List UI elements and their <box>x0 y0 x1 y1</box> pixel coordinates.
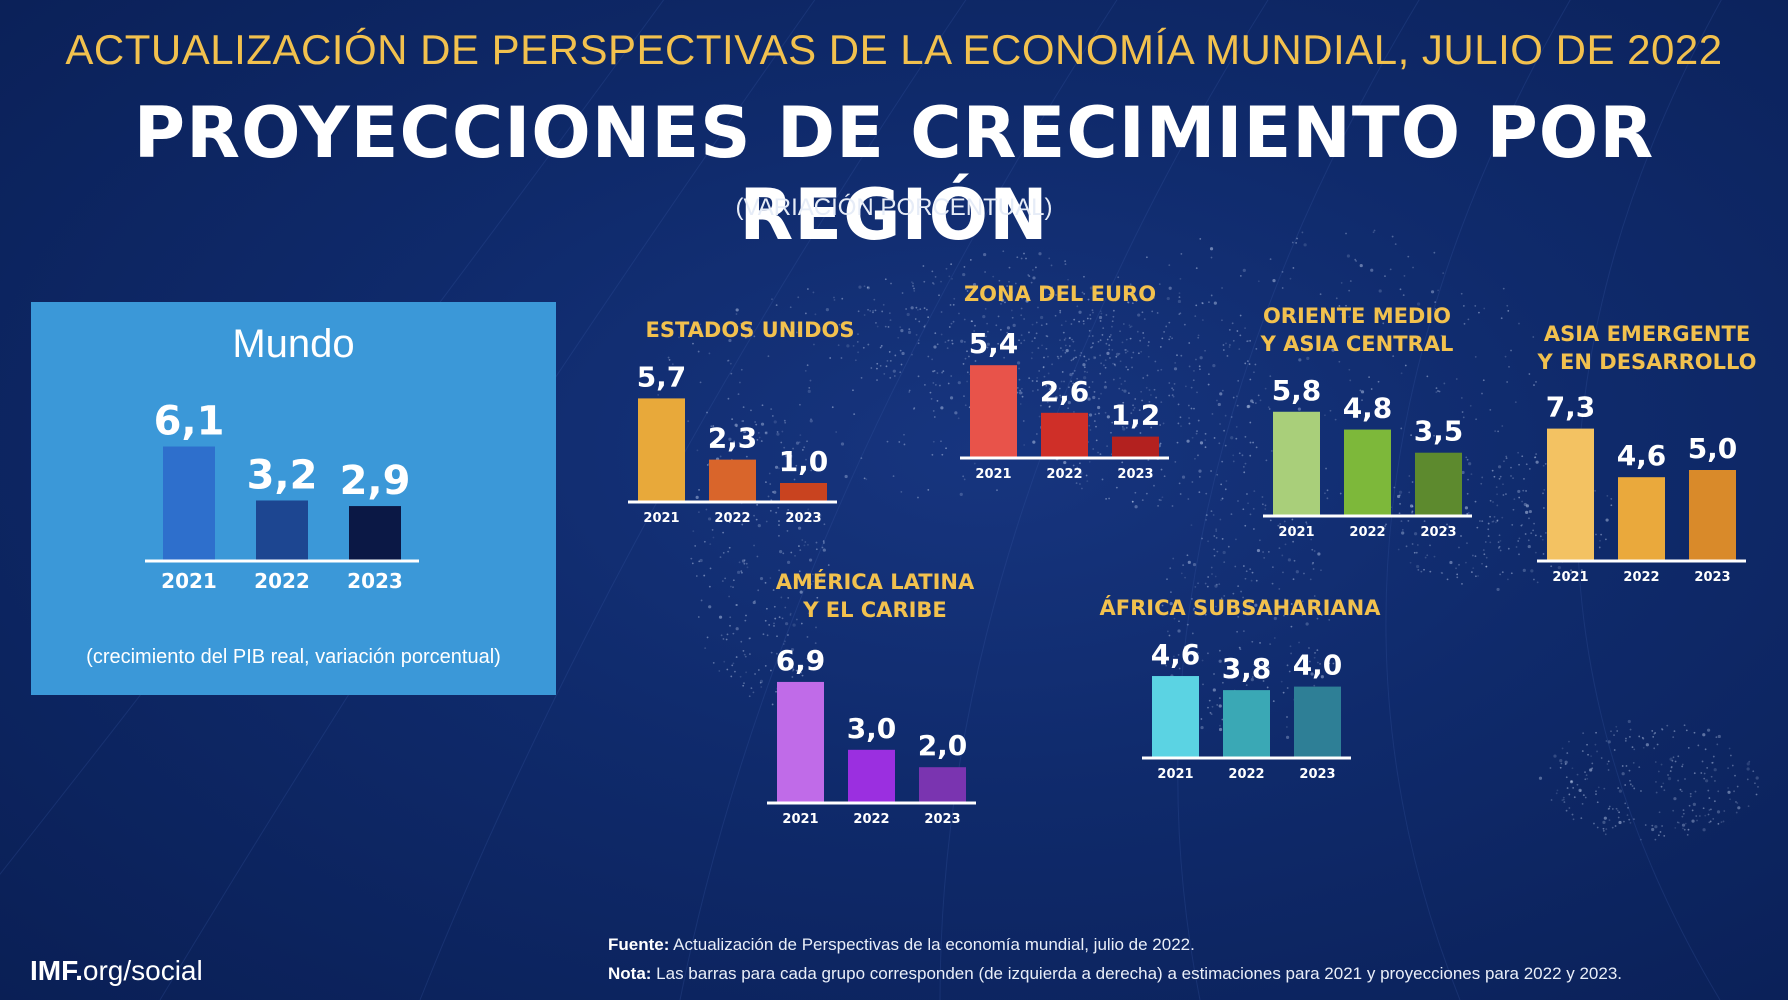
bar-estados-unidos-2022 <box>709 459 756 501</box>
year-label-africa-subsahariana-2021: 2021 <box>1157 767 1193 782</box>
value-label-america-latina-2023: 2,0 <box>918 729 968 762</box>
year-label-mundo-2023: 2023 <box>347 569 403 593</box>
chart-estados-unidos: 5,7 2021 2,3 2022 1,0 2023 <box>628 360 837 526</box>
chart-zona-del-euro: 5,4 2021 2,6 2022 1,2 2023 <box>960 327 1169 482</box>
imf-social-link[interactable]: IMF.org/social <box>30 955 203 986</box>
year-label-zona-del-euro-2023: 2023 <box>1117 467 1153 482</box>
value-label-asia-emergente-2022: 4,6 <box>1617 439 1667 472</box>
value-label-oriente-medio-2022: 4,8 <box>1343 392 1393 425</box>
region-title-asia-emergente: ASIA EMERGENTE Y EN DESARROLLO <box>1537 322 1757 374</box>
value-label-estados-unidos-2022: 2,3 <box>708 422 758 455</box>
year-label-asia-emergente-2021: 2021 <box>1552 570 1588 585</box>
bar-estados-unidos-2023 <box>780 483 827 501</box>
bar-america-latina-2023 <box>919 767 966 802</box>
chart-mundo: 6,1 2021 3,2 2022 2,9 2023 <box>145 399 419 593</box>
year-label-mundo-2022: 2022 <box>254 569 310 593</box>
value-label-zona-del-euro-2023: 1,2 <box>1111 399 1161 432</box>
chart-oriente-medio: 5,8 2021 4,8 2022 3,5 2023 <box>1263 374 1472 540</box>
year-label-asia-emergente-2023: 2023 <box>1694 570 1730 585</box>
value-label-asia-emergente-2023: 5,0 <box>1688 432 1738 465</box>
value-label-zona-del-euro-2022: 2,6 <box>1040 375 1090 408</box>
unit-label: (VARIACIÓN PORCENTUAL) <box>735 194 1053 221</box>
bar-africa-subsahariana-2022 <box>1223 690 1270 757</box>
value-label-asia-emergente-2021: 7,3 <box>1546 391 1596 424</box>
page-title: PROYECCIONES DE CRECIMIENTO POR REGIÓN <box>133 92 1655 256</box>
footer-source: Fuente: Actualización de Perspectivas de… <box>608 935 1195 954</box>
bar-oriente-medio-2023 <box>1415 452 1462 515</box>
year-label-estados-unidos-2023: 2023 <box>785 511 821 526</box>
year-label-africa-subsahariana-2022: 2022 <box>1228 767 1264 782</box>
value-label-america-latina-2022: 3,0 <box>847 712 897 745</box>
year-label-asia-emergente-2022: 2022 <box>1623 570 1659 585</box>
region-title-america-latina: AMÉRICA LATINA Y EL CARIBE <box>775 570 975 622</box>
value-label-africa-subsahariana-2022: 3,8 <box>1222 652 1272 685</box>
year-label-mundo-2021: 2021 <box>161 569 217 593</box>
bar-asia-emergente-2023 <box>1689 470 1736 560</box>
value-label-mundo-2021: 6,1 <box>154 399 225 445</box>
year-label-oriente-medio-2022: 2022 <box>1349 525 1385 540</box>
region-title-oriente-medio: ORIENTE MEDIO Y ASIA CENTRAL <box>1260 304 1454 356</box>
bar-estados-unidos-2021 <box>638 398 685 501</box>
bar-oriente-medio-2021 <box>1273 411 1320 515</box>
value-label-estados-unidos-2023: 1,0 <box>779 445 829 478</box>
year-label-america-latina-2022: 2022 <box>853 812 889 827</box>
year-label-estados-unidos-2022: 2022 <box>714 511 750 526</box>
chart-america-latina: 6,9 2021 3,0 2022 2,0 2023 <box>767 644 976 827</box>
value-label-oriente-medio-2021: 5,8 <box>1272 374 1322 407</box>
chart-africa-subsahariana: 4,6 2021 3,8 2022 4,0 2023 <box>1142 638 1351 782</box>
world-note: (crecimiento del PIB real, variación por… <box>86 646 501 668</box>
bar-zona-del-euro-2022 <box>1041 412 1088 457</box>
year-label-zona-del-euro-2021: 2021 <box>975 467 1011 482</box>
region-title-africa-subsahariana: ÁFRICA SUBSAHARIANA <box>1099 596 1381 620</box>
value-label-estados-unidos-2021: 5,7 <box>637 360 687 393</box>
footer-note: Nota: Las barras para cada grupo corresp… <box>608 964 1623 983</box>
bar-asia-emergente-2021 <box>1547 428 1594 560</box>
bar-zona-del-euro-2023 <box>1112 436 1159 457</box>
bar-america-latina-2021 <box>777 681 824 802</box>
region-title-estados-unidos: ESTADOS UNIDOS <box>645 318 855 342</box>
year-label-america-latina-2023: 2023 <box>924 812 960 827</box>
year-label-africa-subsahariana-2023: 2023 <box>1299 767 1335 782</box>
bar-oriente-medio-2022 <box>1344 429 1391 515</box>
bar-africa-subsahariana-2023 <box>1294 686 1341 757</box>
bar-mundo-2022 <box>256 500 308 560</box>
header-subtitle: ACTUALIZACIÓN DE PERSPECTIVAS DE LA ECON… <box>65 26 1723 73</box>
value-label-mundo-2023: 2,9 <box>340 458 411 504</box>
year-label-oriente-medio-2023: 2023 <box>1420 525 1456 540</box>
year-label-estados-unidos-2021: 2021 <box>643 511 679 526</box>
bar-mundo-2023 <box>349 506 401 560</box>
bar-asia-emergente-2022 <box>1618 477 1665 560</box>
year-label-zona-del-euro-2022: 2022 <box>1046 467 1082 482</box>
region-title-zona-del-euro: ZONA DEL EURO <box>963 282 1157 306</box>
chart-asia-emergente: 7,3 2021 4,6 2022 5,0 2023 <box>1537 391 1746 585</box>
bar-mundo-2021 <box>163 446 215 560</box>
value-label-america-latina-2021: 6,9 <box>776 644 826 677</box>
bar-africa-subsahariana-2021 <box>1152 676 1199 757</box>
year-label-america-latina-2021: 2021 <box>782 812 818 827</box>
year-label-oriente-medio-2021: 2021 <box>1278 525 1314 540</box>
value-label-zona-del-euro-2021: 5,4 <box>969 327 1019 360</box>
bar-zona-del-euro-2021 <box>970 365 1017 457</box>
value-label-oriente-medio-2023: 3,5 <box>1414 415 1464 448</box>
world-panel: Mundo (crecimiento del PIB real, variaci… <box>31 302 556 695</box>
value-label-africa-subsahariana-2021: 4,6 <box>1151 638 1201 671</box>
value-label-mundo-2022: 3,2 <box>247 452 318 498</box>
bar-america-latina-2022 <box>848 749 895 802</box>
value-label-africa-subsahariana-2023: 4,0 <box>1293 649 1343 682</box>
world-title: Mundo <box>232 322 355 366</box>
